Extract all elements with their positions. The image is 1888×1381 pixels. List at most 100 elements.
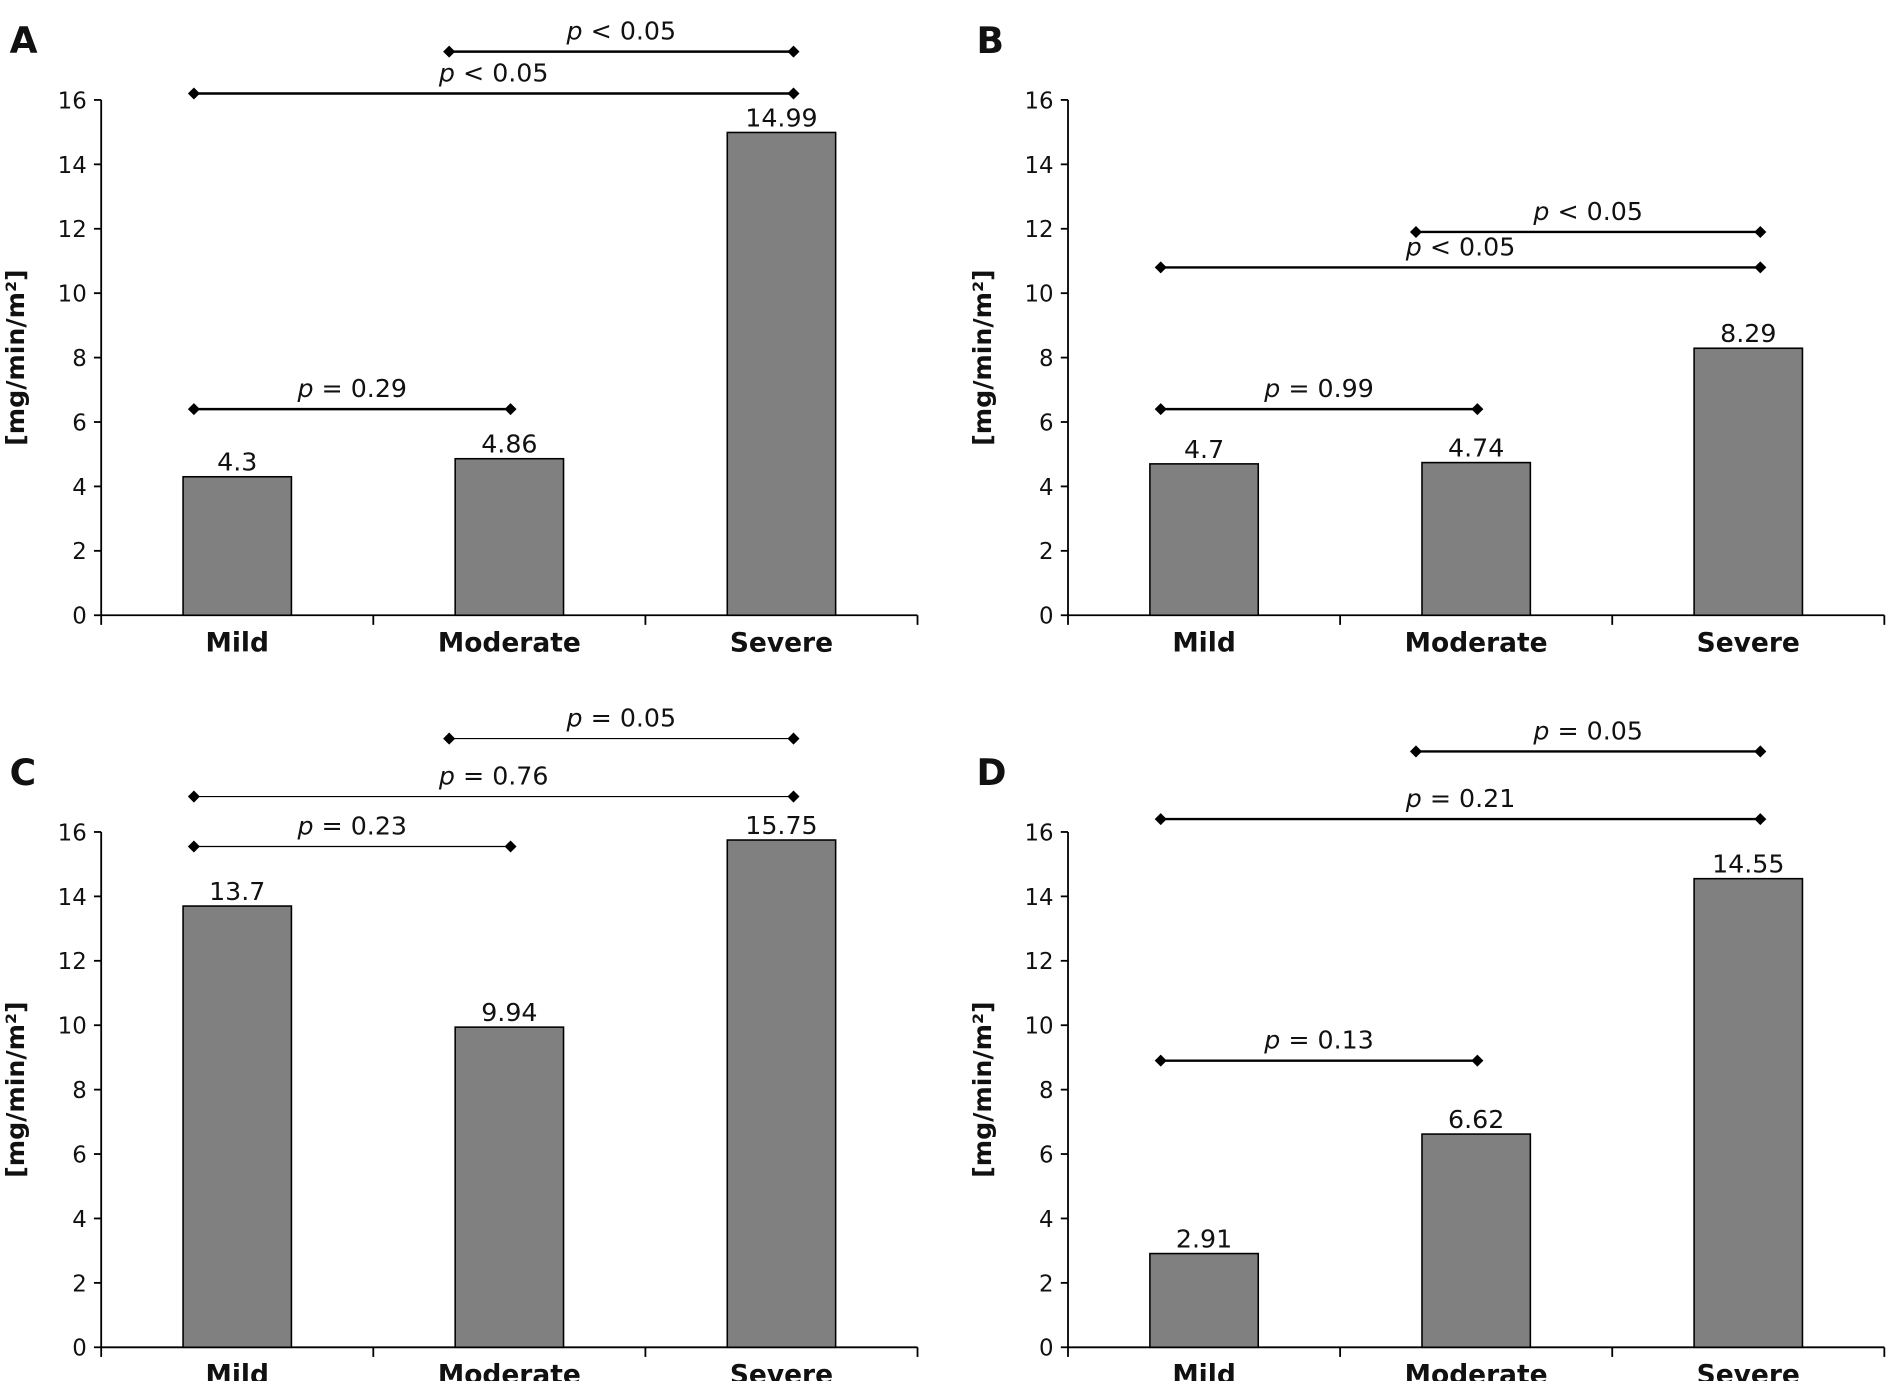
diamond-marker	[443, 732, 456, 745]
y-tick-label: 0	[1039, 604, 1054, 630]
y-tick-label: 16	[1024, 820, 1053, 846]
y-tick-label: 2	[1039, 1271, 1054, 1297]
x-category-label: Mild	[206, 1359, 269, 1381]
y-tick-label: 8	[1039, 346, 1054, 372]
p-value-label: p = 0.23	[296, 811, 407, 840]
y-tick-label: 12	[58, 949, 87, 975]
y-tick-label: 6	[1039, 1142, 1054, 1168]
diamond-marker	[1154, 813, 1167, 826]
y-tick-label: 2	[1039, 539, 1054, 565]
p-value-label: p = 0.76	[438, 762, 549, 791]
y-tick-label: 6	[72, 410, 87, 436]
y-axis-label: [mg/min/m²]	[1, 1001, 30, 1177]
panel-b: B [mg/min/m²] 0 2 4 6 8 10 12 14 16 4.7 Mild 4.74 Mode…	[968, 19, 1886, 658]
value-label: 4.74	[1448, 434, 1504, 463]
diamond-marker	[1154, 1054, 1167, 1067]
diamond-marker	[787, 790, 800, 803]
x-category-label: Moderate	[1405, 627, 1548, 658]
panel-letter: A	[10, 19, 38, 62]
diamond-marker	[1471, 403, 1484, 416]
y-tick-label: 8	[72, 1078, 87, 1104]
y-tick-label: 10	[58, 282, 87, 308]
x-category-label: Mild	[1172, 627, 1235, 658]
panel-c: C [mg/min/m²] 0 2 4 6 8 10 12 14 16 13.7 Mild 9.94 Mod…	[1, 704, 919, 1381]
bar-severe	[1693, 347, 1804, 617]
diamond-marker	[187, 403, 200, 416]
value-label: 13.7	[209, 877, 265, 906]
x-category-label: Severe	[730, 1359, 833, 1381]
y-tick-label: 4	[72, 475, 87, 501]
panel-d: D [mg/min/m²] 0 2 4 6 8 10 12 14 16 2.91 Mild 6.62 Mod…	[968, 716, 1886, 1381]
y-tick-label: 4	[72, 1207, 87, 1233]
diamond-marker	[787, 732, 800, 745]
bar-moderate	[454, 1026, 565, 1349]
value-label: 2.91	[1176, 1225, 1232, 1254]
bar-moderate	[1421, 1133, 1532, 1349]
diamond-marker	[1409, 225, 1422, 239]
p-value-label: p < 0.05	[1532, 197, 1643, 226]
y-tick-label: 12	[58, 217, 87, 243]
p-value-label: p < 0.05	[566, 17, 677, 46]
value-label: 8.29	[1720, 319, 1776, 348]
diamond-marker	[1154, 403, 1167, 416]
x-category-label: Severe	[1697, 627, 1800, 658]
y-tick-label: 4	[1039, 1207, 1054, 1233]
y-tick-label: 16	[58, 88, 87, 114]
bar-severe	[726, 839, 837, 1349]
value-label: 6.62	[1448, 1105, 1504, 1134]
panel-letter: D	[977, 751, 1007, 794]
y-tick-label: 2	[72, 1271, 87, 1297]
diamond-marker	[504, 403, 517, 416]
y-tick-label: 10	[58, 1014, 87, 1040]
x-category-label: Mild	[1172, 1359, 1235, 1381]
diamond-marker	[187, 840, 200, 853]
value-label: 14.55	[1712, 850, 1784, 879]
p-value-label: p = 0.05	[566, 704, 677, 733]
y-tick-label: 16	[1024, 88, 1053, 114]
p-value-label: p = 0.13	[1263, 1026, 1374, 1055]
y-tick-label: 14	[1024, 885, 1053, 911]
value-label: 9.94	[481, 998, 537, 1027]
panel-letter: C	[10, 751, 37, 794]
x-category-label: Severe	[730, 627, 833, 658]
diamond-marker	[1409, 745, 1422, 758]
p-value-label: p = 0.29	[296, 374, 407, 403]
y-tick-label: 12	[1024, 949, 1053, 975]
x-category-label: Mild	[206, 627, 269, 658]
p-value-label: p = 0.05	[1532, 716, 1643, 745]
y-tick-label: 16	[58, 820, 87, 846]
bar-mild	[182, 905, 293, 1349]
p-value-label: p < 0.05	[1405, 232, 1516, 261]
diamond-marker	[443, 45, 456, 58]
y-axis-label: [mg/min/m²]	[1, 269, 30, 445]
p-value-label: p = 0.21	[1405, 784, 1516, 813]
y-tick-label: 0	[1039, 1336, 1054, 1362]
bar-severe	[1693, 877, 1804, 1349]
value-label: 4.3	[217, 448, 257, 477]
y-tick-label: 2	[72, 539, 87, 565]
y-tick-label: 12	[1024, 217, 1053, 243]
y-tick-label: 14	[1024, 153, 1053, 179]
y-tick-label: 0	[72, 1336, 87, 1362]
y-tick-label: 6	[1039, 410, 1054, 436]
value-label: 14.99	[745, 103, 817, 132]
bar-mild	[182, 475, 293, 617]
diamond-marker	[1154, 261, 1167, 274]
diamond-marker	[1471, 1054, 1484, 1067]
diamond-marker	[1754, 225, 1767, 239]
x-category-label: Moderate	[438, 1359, 581, 1381]
x-category-label: Severe	[1697, 1359, 1800, 1381]
y-axis-label: [mg/min/m²]	[968, 1001, 997, 1177]
value-label: 15.75	[745, 811, 817, 840]
y-tick-label: 8	[1039, 1078, 1054, 1104]
y-tick-label: 4	[1039, 475, 1054, 501]
y-axis-label: [mg/min/m²]	[968, 269, 997, 445]
y-tick-label: 14	[58, 153, 87, 179]
diamond-marker	[187, 790, 200, 803]
bar-moderate	[1421, 461, 1532, 617]
diamond-marker	[787, 45, 800, 58]
panel-a: A [mg/min/m²] 0 2 4 6 8 10 12 14 16 4.3 Mild 4.86 Mode…	[1, 17, 919, 658]
p-value-label: p = 0.99	[1263, 374, 1374, 403]
diamond-marker	[1754, 745, 1767, 758]
